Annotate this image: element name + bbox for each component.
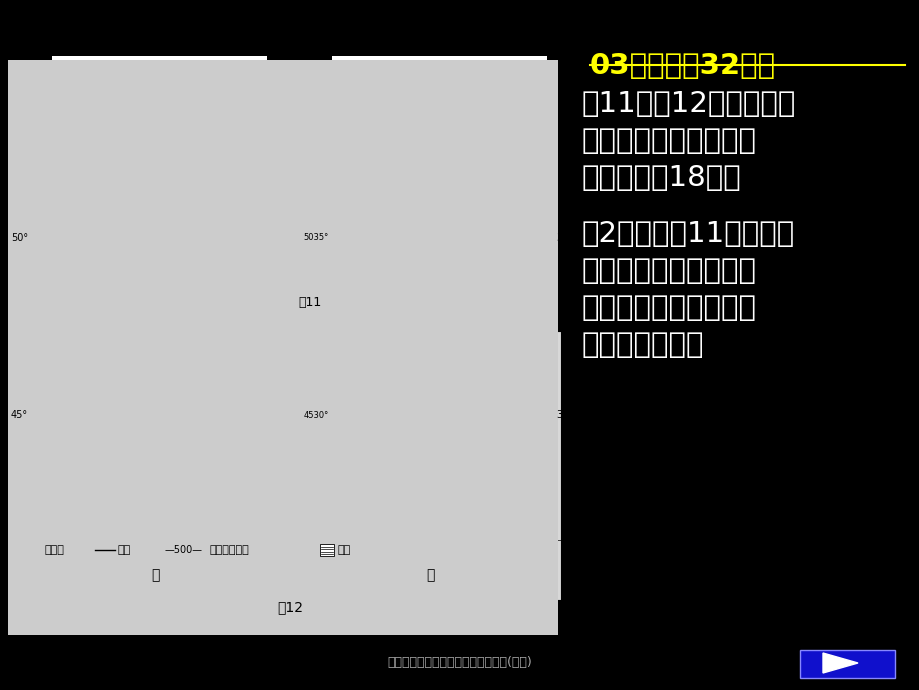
Text: 乙: 乙 bbox=[425, 568, 434, 582]
Bar bbox=[320, 544, 334, 556]
Bar bbox=[59, 141, 73, 300]
Text: 图11是图12中两个地区: 图11是图12中两个地区 bbox=[582, 90, 796, 118]
Text: 月: 月 bbox=[541, 327, 547, 337]
Text: 乙: 乙 bbox=[432, 627, 441, 641]
Text: 气温: 气温 bbox=[295, 21, 306, 31]
Bar bbox=[491, 77, 505, 300]
Text: 5035°: 5035° bbox=[303, 233, 328, 242]
Bar bbox=[440, 155, 454, 300]
Text: 35°: 35° bbox=[555, 233, 573, 243]
Bar bbox=[92, 202, 107, 300]
Text: 45°: 45° bbox=[11, 410, 28, 420]
Text: 100: 100 bbox=[446, 514, 456, 526]
Bar bbox=[143, 270, 157, 300]
Text: 03年江苏卷32题：: 03年江苏卷32题： bbox=[589, 52, 776, 80]
Text: 地区的气候资料，简述: 地区的气候资料，简述 bbox=[582, 257, 756, 285]
Text: 气温: 气温 bbox=[575, 21, 586, 31]
Text: 主要限制性因素: 主要限制性因素 bbox=[582, 331, 704, 359]
Bar bbox=[474, 155, 488, 300]
Text: 的气候资料图。回答下: 的气候资料图。回答下 bbox=[582, 127, 756, 155]
Text: 月: 月 bbox=[261, 328, 267, 337]
Text: （mm）: （mm） bbox=[0, 43, 21, 52]
Text: 500: 500 bbox=[431, 395, 441, 407]
Text: （℃）: （℃） bbox=[295, 43, 317, 52]
Bar bbox=[424, 262, 437, 300]
Text: 30°: 30° bbox=[555, 410, 573, 420]
Text: —500—: —500— bbox=[165, 545, 203, 555]
Bar bbox=[75, 129, 90, 300]
Text: 等高线（米）: 等高线（米） bbox=[210, 545, 249, 555]
Bar bbox=[507, 77, 522, 300]
FancyBboxPatch shape bbox=[800, 650, 894, 678]
Bar bbox=[176, 270, 191, 300]
Bar bbox=[210, 178, 225, 300]
Text: 图12: 图12 bbox=[277, 600, 302, 614]
Text: b: b bbox=[435, 321, 443, 335]
Text: 列问题：（18分）: 列问题：（18分） bbox=[582, 164, 741, 192]
Text: 300: 300 bbox=[423, 373, 433, 386]
FancyBboxPatch shape bbox=[8, 60, 558, 635]
Text: 50°: 50° bbox=[11, 233, 28, 243]
Text: 最新高三地理二轮复习区位分析方法(课件): 最新高三地理二轮复习区位分析方法(课件) bbox=[387, 656, 532, 669]
Bar bbox=[227, 141, 242, 300]
Bar bbox=[126, 257, 141, 300]
Polygon shape bbox=[28, 555, 72, 600]
Bar bbox=[109, 202, 123, 300]
Bar bbox=[356, 166, 370, 300]
Bar bbox=[525, 540, 551, 564]
Bar bbox=[339, 240, 353, 300]
Bar bbox=[457, 244, 471, 300]
Polygon shape bbox=[823, 653, 857, 673]
Text: 图例：: 图例： bbox=[45, 545, 65, 555]
Bar bbox=[525, 249, 539, 300]
Text: 河流: 河流 bbox=[118, 545, 131, 555]
Text: 降水量: 降水量 bbox=[270, 21, 288, 31]
Bar bbox=[406, 244, 421, 300]
Text: 降水量: 降水量 bbox=[0, 21, 7, 31]
Bar bbox=[160, 276, 174, 300]
Text: 100: 100 bbox=[157, 514, 167, 526]
Text: 图11: 图11 bbox=[298, 295, 322, 308]
Text: （℃）: （℃） bbox=[575, 43, 597, 52]
Text: 4530°: 4530° bbox=[303, 411, 328, 420]
Text: 城市: 城市 bbox=[337, 545, 351, 555]
Text: 500: 500 bbox=[161, 364, 169, 377]
Text: a: a bbox=[154, 321, 163, 335]
Bar bbox=[390, 229, 403, 300]
Text: 影响乙地区农业生产的: 影响乙地区农业生产的 bbox=[582, 294, 756, 322]
Bar bbox=[134, 535, 161, 555]
Text: （2）依据图11中属于乙: （2）依据图11中属于乙 bbox=[582, 220, 794, 248]
Bar bbox=[372, 222, 387, 300]
Bar bbox=[244, 147, 258, 300]
Bar bbox=[194, 257, 208, 300]
Text: 甲: 甲 bbox=[147, 627, 156, 641]
Text: 甲: 甲 bbox=[151, 568, 159, 582]
Text: （mm）: （mm） bbox=[270, 43, 301, 52]
